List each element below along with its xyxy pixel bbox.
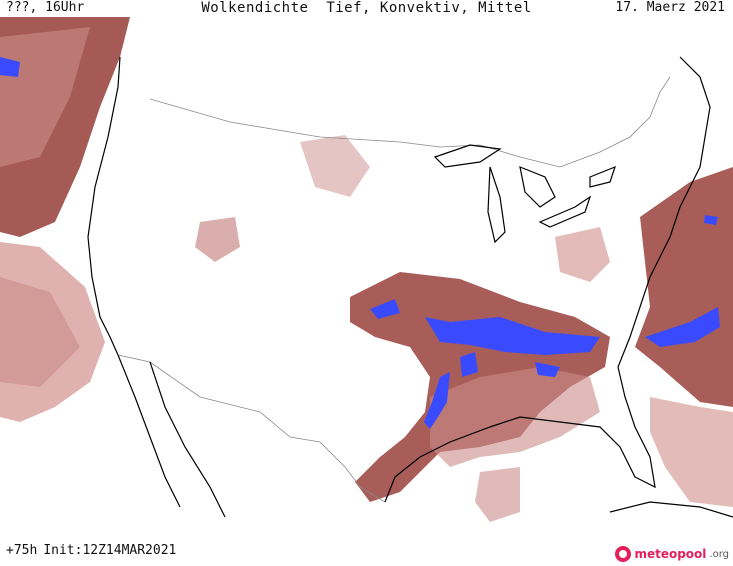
- logo-brand: meteopool: [634, 547, 707, 561]
- convective-cell-louisiana: [460, 352, 478, 377]
- great-lakes-erie: [538, 195, 592, 228]
- convective-cell-atlantic: [645, 307, 720, 347]
- gulf-coastline: [384, 366, 656, 503]
- cloud-region-ohio-valley: [555, 227, 610, 282]
- cloud-region-atlantic-light: [650, 397, 733, 507]
- cloud-field-layer: [0, 17, 733, 522]
- cloud-region-plains-north: [300, 135, 370, 197]
- great-lakes-michigan: [487, 166, 506, 244]
- model-init-time: Init:12Z14MAR2021: [43, 543, 177, 558]
- political-borders: [117, 76, 671, 503]
- great-lakes-huron: [519, 166, 556, 208]
- forecast-time-label: ???, 16Uhr: [6, 0, 85, 15]
- mexico-west-coastline: [149, 361, 226, 518]
- convective-cell-texas-line: [424, 372, 450, 429]
- cloud-region-atlantic: [635, 167, 733, 407]
- forecast-footer: +75h Init:12Z14MAR2021: [6, 543, 176, 558]
- convective-cell-mississippi: [535, 362, 560, 377]
- convective-cell-northwest: [0, 57, 20, 77]
- cloud-region-northwest-light: [0, 27, 90, 167]
- us-canada-border: [149, 76, 671, 168]
- convective-cell-atlantic-north: [704, 215, 718, 225]
- cloud-region-gulf: [475, 467, 520, 522]
- great-lakes-superior: [433, 144, 502, 168]
- baja-coastline: [117, 354, 181, 508]
- cloud-region-offshore-west-dense: [0, 277, 80, 387]
- cloud-region-south-central-light: [430, 367, 600, 467]
- convective-cell-arkansas: [425, 317, 600, 355]
- forecast-date: 17. Maerz 2021: [615, 0, 725, 15]
- great-lakes-ontario: [589, 165, 616, 188]
- map-title: Wolkendichte Tief, Konvektiv, Mittel: [201, 0, 532, 16]
- atlantic-coastline: [617, 56, 711, 368]
- convective-layer: [0, 57, 720, 429]
- cuba-coastline: [609, 501, 733, 518]
- logo-tld: .org: [709, 548, 729, 560]
- convective-cell-oklahoma: [370, 299, 400, 319]
- forecast-lead-hours: +75h: [6, 543, 38, 558]
- coastlines: [87, 56, 733, 518]
- cloud-region-colorado: [195, 217, 240, 262]
- cloud-density-map: [0, 17, 733, 522]
- us-mexico-border: [117, 354, 386, 503]
- pacific-coastline: [87, 56, 121, 356]
- logo-icon: [615, 546, 632, 562]
- meteopool-logo[interactable]: meteopool .org: [615, 546, 729, 562]
